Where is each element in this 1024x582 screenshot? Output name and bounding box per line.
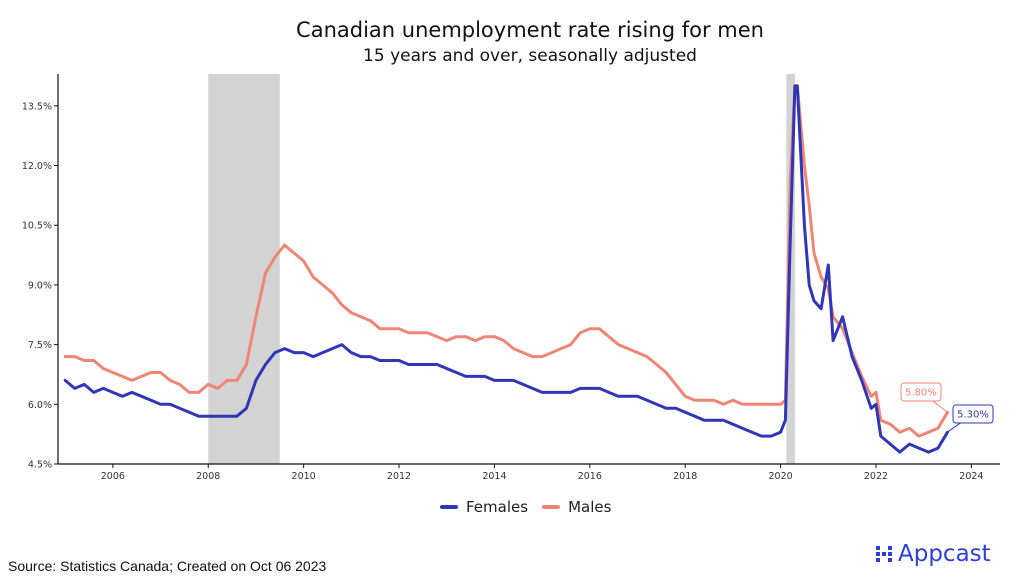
legend-swatch-males <box>542 505 561 509</box>
legend-swatch-females <box>440 505 458 509</box>
end-label-females: 5.30% <box>957 410 989 421</box>
recession-bands <box>208 74 795 464</box>
y-tick-label: 13.5% <box>22 101 52 112</box>
end-label-box-males <box>900 382 942 402</box>
y-tick-label: 10.5% <box>22 221 52 232</box>
x-tick-label: 2016 <box>578 471 602 482</box>
y-tick-label: 12.0% <box>22 161 52 172</box>
series-lines <box>63 84 949 454</box>
legend-label-females: Females <box>466 498 529 516</box>
x-tick-label: 2022 <box>864 471 888 482</box>
end-label-males: 5.80% <box>905 388 937 399</box>
series-line-females <box>63 84 949 454</box>
x-tick-label: 2018 <box>673 471 697 482</box>
appcast-logo-icon <box>876 546 892 562</box>
y-tick-label: 9.0% <box>28 280 52 291</box>
axes <box>57 74 1000 465</box>
y-tick-label: 4.5% <box>28 460 52 471</box>
x-tick-label: 2024 <box>959 471 983 482</box>
x-tick-label: 2012 <box>387 471 411 482</box>
brand-name: Appcast <box>898 541 991 567</box>
brand-logo: Appcast <box>876 541 991 567</box>
source-note: Source: Statistics Canada; Created on Oc… <box>8 558 327 574</box>
legend-item-females: Females <box>440 498 528 516</box>
series-line-males <box>63 84 949 438</box>
y-tick-label: 7.5% <box>28 340 52 351</box>
legend-item-males: Males <box>542 498 611 516</box>
end-label-box-females <box>952 404 994 424</box>
x-tick-label: 2014 <box>482 471 506 482</box>
legend-label-males: Males <box>568 498 612 516</box>
x-tick-label: 2010 <box>292 471 316 482</box>
chart-subtitle: 15 years and over, seasonally adjusted <box>363 46 697 66</box>
x-tick-label: 2008 <box>196 471 220 482</box>
legend: Females Males <box>440 498 611 516</box>
y-tick-label: 6.0% <box>28 400 52 411</box>
x-tick-label: 2006 <box>101 471 125 482</box>
end-labels: 5.80% 5.30% <box>900 382 994 433</box>
tick-labels: 4.5% 6.0% 7.5% 9.0% 10.5% 12.0% 13.5% 2006 2008 2… <box>22 101 984 482</box>
chart-title: Canadian unemployment rate rising for me… <box>296 18 764 42</box>
x-tick-label: 2020 <box>769 471 793 482</box>
